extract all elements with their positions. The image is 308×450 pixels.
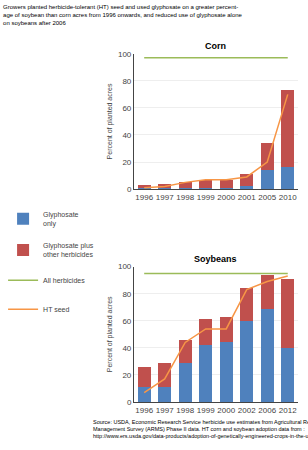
- svg-text:1996: 1996: [135, 406, 153, 415]
- svg-text:40: 40: [122, 131, 131, 140]
- svg-text:Source: USDA, Economic Researc: Source: USDA, Economic Research Service …: [93, 419, 308, 439]
- svg-text:0: 0: [127, 398, 132, 407]
- svg-text:100: 100: [118, 50, 132, 59]
- svg-text:0: 0: [127, 185, 132, 194]
- svg-text:2006: 2006: [258, 406, 276, 415]
- svg-text:Growers planted herbicide-tole: Growers planted herbicide-tolerant (HT) …: [3, 4, 242, 26]
- svg-text:1997: 1997: [156, 193, 174, 202]
- svg-text:Glyphosateonly: Glyphosateonly: [43, 211, 79, 228]
- svg-text:All herbicides: All herbicides: [43, 277, 85, 284]
- svg-text:2005: 2005: [258, 193, 276, 202]
- svg-text:2000: 2000: [217, 406, 235, 415]
- svg-text:60: 60: [122, 317, 131, 326]
- svg-text:100: 100: [118, 262, 132, 271]
- svg-text:60: 60: [122, 104, 131, 113]
- svg-text:Glyphosate plusother herbicide: Glyphosate plusother herbicides: [43, 242, 94, 258]
- svg-text:20: 20: [122, 158, 131, 167]
- svg-text:1999: 1999: [197, 193, 215, 202]
- svg-text:2000: 2000: [217, 193, 235, 202]
- svg-text:80: 80: [122, 289, 131, 298]
- svg-text:Percent of planted acres: Percent of planted acres: [106, 83, 114, 159]
- svg-text:1999: 1999: [197, 406, 215, 415]
- svg-text:Corn: Corn: [205, 41, 226, 51]
- svg-text:Soybeans: Soybeans: [194, 254, 237, 264]
- svg-text:2012: 2012: [279, 406, 297, 415]
- svg-text:80: 80: [122, 77, 131, 86]
- svg-text:1998: 1998: [176, 406, 194, 415]
- svg-text:HT seed: HT seed: [43, 306, 69, 313]
- svg-text:1997: 1997: [156, 406, 174, 415]
- svg-text:1998: 1998: [176, 193, 194, 202]
- svg-text:Percent of planted acres: Percent of planted acres: [106, 296, 114, 372]
- svg-text:1996: 1996: [135, 193, 153, 202]
- svg-text:2010: 2010: [279, 193, 297, 202]
- svg-text:20: 20: [122, 371, 131, 380]
- svg-text:2002: 2002: [238, 406, 256, 415]
- svg-text:40: 40: [122, 344, 131, 353]
- svg-text:2001: 2001: [238, 193, 256, 202]
